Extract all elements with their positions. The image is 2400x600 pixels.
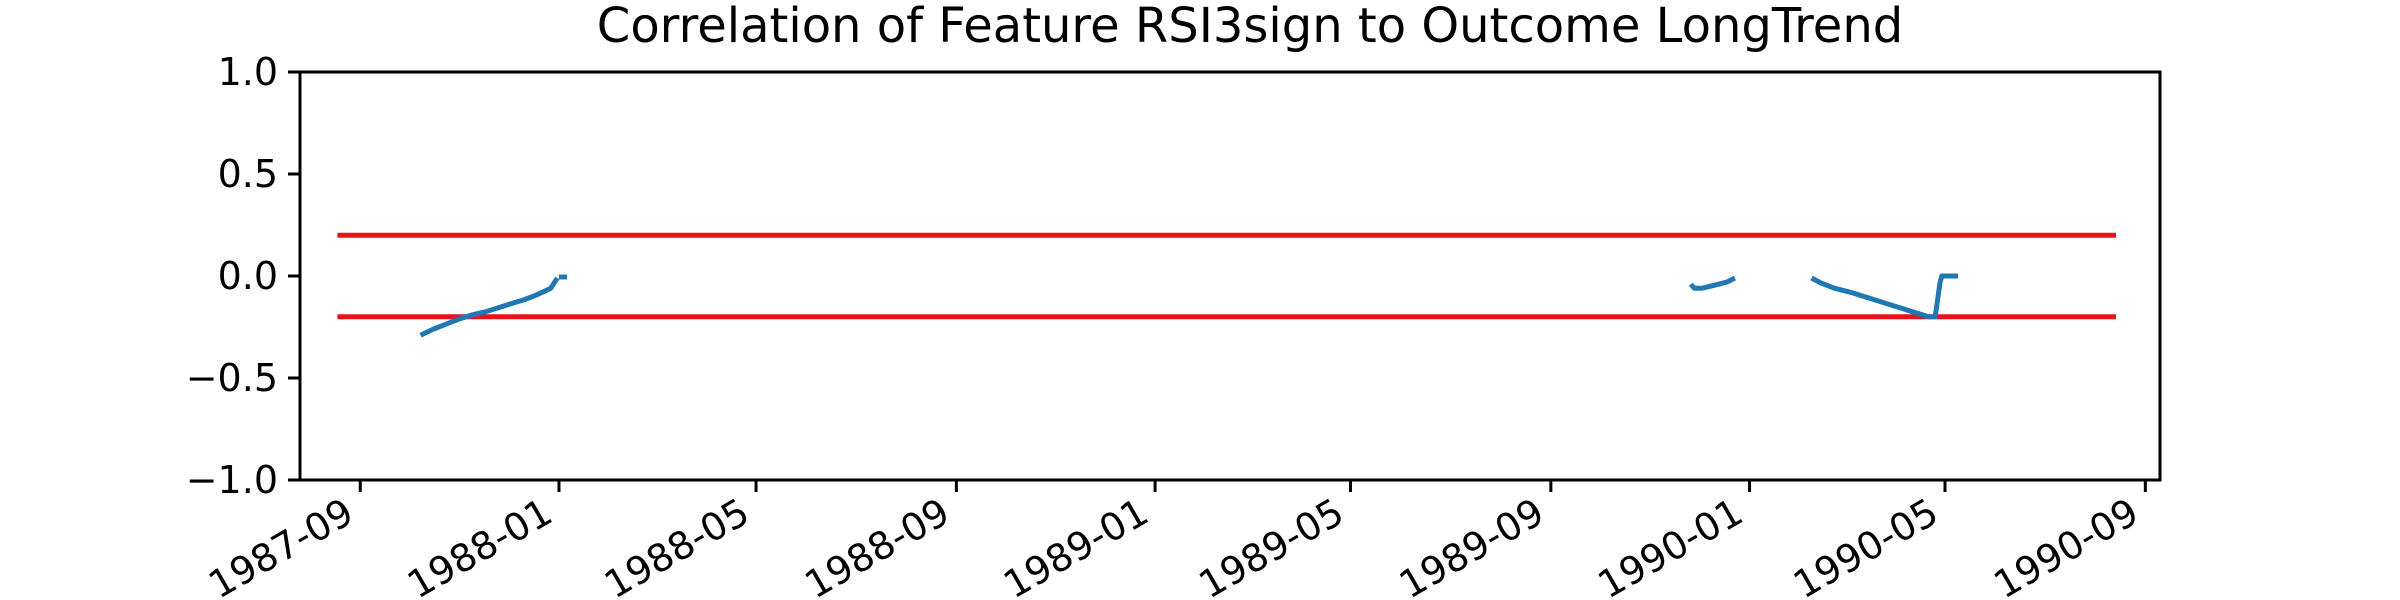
threshold-lines <box>337 232 2117 320</box>
x-axis: 1987-09 1988-01 1988-05 1988-09 1989-01 1989-… <box>201 480 2147 600</box>
y-tick-label: 1.0 <box>218 50 278 94</box>
series-segment-4 <box>1810 273 1958 320</box>
x-tick-label: 1990-05 <box>1786 490 1946 600</box>
x-tick-label: 1989-01 <box>996 490 1156 600</box>
x-tick-label: 1988-05 <box>597 490 757 600</box>
x-tick-label: 1990-01 <box>1591 490 1751 600</box>
chart-title: Correlation of Feature RSI3sign to Outco… <box>597 0 1903 54</box>
x-tick-label: 1990-09 <box>1986 490 2146 600</box>
x-tick-label: 1988-09 <box>797 490 957 600</box>
x-tick-label: 1989-05 <box>1192 490 1352 600</box>
x-tick-label: 1987-09 <box>201 490 361 600</box>
series-segment-1 <box>419 276 560 338</box>
series-segment-3 <box>1688 275 1737 291</box>
y-tick-label: 0.5 <box>218 152 278 196</box>
y-tick-label: −0.5 <box>186 356 278 400</box>
x-tick-label: 1988-01 <box>400 490 560 600</box>
x-tick-label: 1989-09 <box>1392 490 1552 600</box>
y-tick-label: 0.0 <box>218 254 278 298</box>
correlation-series <box>419 273 1958 338</box>
plot-frame <box>298 70 2162 482</box>
y-tick-label: −1.0 <box>186 458 278 502</box>
y-axis: 1.0 0.5 0.0 −0.5 −1.0 <box>186 50 300 502</box>
